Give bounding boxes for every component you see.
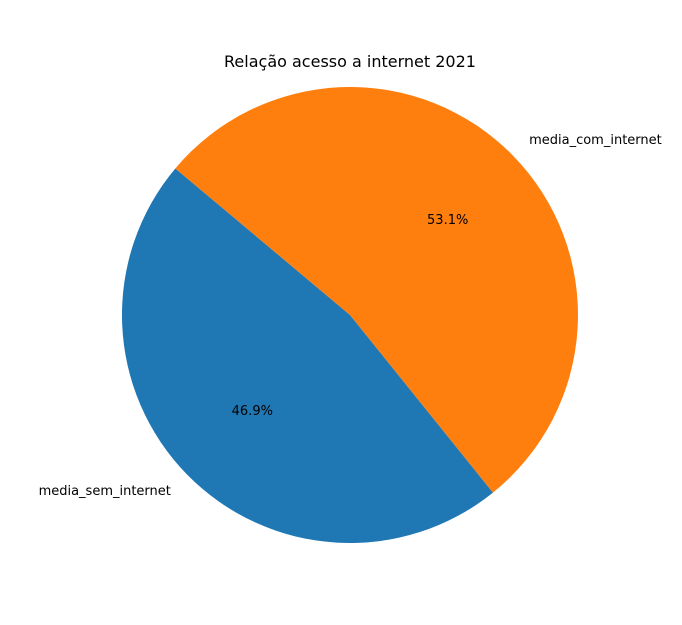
pct-label-media-com-internet: 53.1%: [427, 213, 468, 228]
pie-labels: media_sem_internet 46.9% media_com_interne…: [39, 133, 662, 499]
pct-label-media-sem-internet: 46.9%: [232, 404, 273, 419]
chart-title: Relação acesso a internet 2021: [224, 52, 476, 71]
slice-label-media-sem-internet: media_sem_internet: [39, 484, 171, 499]
slice-label-media-com-internet: media_com_internet: [529, 133, 662, 148]
pie-slice-media-com-internet: [175, 87, 578, 493]
pie-slices: [121, 87, 578, 544]
pie-slice-media-sem-internet: [121, 168, 493, 544]
